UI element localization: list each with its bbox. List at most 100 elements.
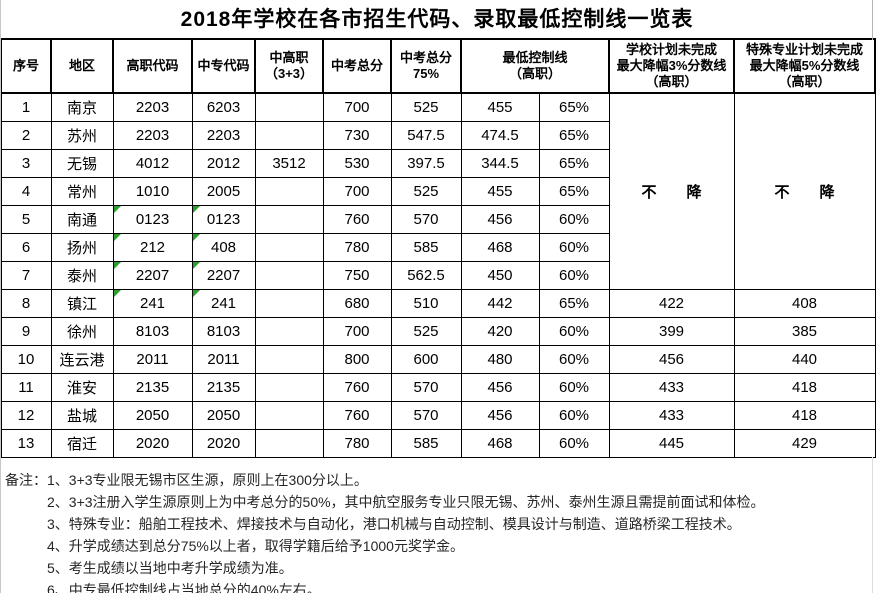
total-score-cell: 800 — [322, 345, 392, 374]
note-text: 1、3+3专业限无锡市区生源，原则上在300分以上。 — [47, 472, 368, 488]
table-row: 1 南京 2203 6203 700 525 455 65% 不 降不 降 — [0, 92, 876, 290]
cell-value: 2207 — [135, 267, 170, 284]
min-line-cell: 468 — [460, 429, 540, 458]
hi-code-cell: 4012 — [112, 149, 193, 178]
mid-hi-33-cell — [254, 429, 324, 458]
mid-hi-33-cell — [254, 401, 324, 430]
drop3-cell: 456 — [608, 345, 735, 374]
region-cell: 常州 — [50, 177, 114, 206]
min-pct-cell: 60% — [538, 317, 610, 346]
total-score-cell: 760 — [322, 205, 392, 234]
mid-code-cell: 8103 — [191, 317, 256, 346]
total-score-cell: 700 — [322, 92, 392, 122]
region-cell: 镇江 — [50, 289, 114, 318]
min-pct-cell: 60% — [538, 401, 610, 430]
drop3-cell: 399 — [608, 317, 735, 346]
region-cell: 泰州 — [50, 261, 114, 290]
note-line: 6、中专最低控制线占当地总分的40%左右。 — [5, 579, 879, 593]
min-line-cell: 480 — [460, 345, 540, 374]
table-row: 7 泰州 2207 2207 750 562.5 450 60% — [0, 261, 875, 290]
region-cell: 无锡 — [50, 149, 114, 178]
mid-hi-33-cell — [254, 205, 324, 234]
min-pct-cell: 60% — [538, 261, 610, 290]
min-pct-cell: 65% — [538, 177, 610, 206]
drop3-cell: 445 — [608, 429, 735, 458]
col-header-mid-code: 中专代码 — [191, 38, 256, 94]
total-score-cell: 530 — [322, 149, 392, 178]
seq-cell: 5 — [0, 205, 52, 234]
total-75-cell: 570 — [390, 373, 462, 402]
note-line: 2、3+3注册入学生源原则上为中考总分的50%，其中航空服务专业只限无锡、苏州、… — [5, 491, 879, 513]
seq-cell: 9 — [0, 317, 52, 346]
total-75-cell: 585 — [390, 429, 462, 458]
mid-code-cell: 2135 — [191, 373, 256, 402]
cell-value: 241 — [210, 295, 237, 312]
col-header-drop3: 学校计划未完成 最大降幅3%分数线 （高职） — [608, 38, 736, 94]
notes-section: 备注：1、3+3专业限无锡市区生源，原则上在300分以上。 2、3+3注册入学生源… — [0, 469, 879, 593]
col-header-total-75: 中考总分 75% — [390, 38, 462, 94]
min-pct-cell: 60% — [538, 429, 610, 458]
cell-value: 0123 — [135, 211, 170, 228]
table-row: 8 镇江 241 241 680 510 442 65% 422 408 — [0, 289, 876, 318]
note-text: 5、考生成绩以当地中考升学成绩为准。 — [47, 560, 293, 576]
region-cell: 连云港 — [50, 345, 114, 374]
region-cell: 宿迁 — [50, 429, 114, 458]
note-line: 备注：1、3+3专业限无锡市区生源，原则上在300分以上。 — [5, 469, 879, 491]
merged-drop3-cell: 不 降 — [608, 92, 735, 290]
header-row: 序号 地区 高职代码 中专代码 中高职 （3+3） 中考总分 中考总分 75% … — [0, 38, 877, 94]
col-header-mid-hi-33: 中高职 （3+3） — [254, 38, 324, 94]
total-75-cell: 600 — [390, 345, 462, 374]
drop5-cell: 429 — [733, 429, 876, 458]
total-75-cell: 525 — [390, 177, 462, 206]
cell-flag-icon — [192, 262, 200, 269]
total-score-cell: 700 — [322, 317, 392, 346]
mid-hi-33-cell — [254, 261, 324, 290]
mid-code-cell: 6203 — [191, 92, 256, 122]
min-pct-cell: 60% — [538, 233, 610, 262]
min-pct-cell: 65% — [538, 92, 610, 122]
min-line-cell: 456 — [460, 205, 540, 234]
mid-hi-33-cell — [254, 177, 324, 206]
min-line-cell: 474.5 — [460, 121, 540, 150]
table-row: 10 连云港 2011 2011 800 600 480 60% 456 440 — [0, 345, 876, 374]
note-line: 3、特殊专业：船舶工程技术、焊接技术与自动化，港口机械与自动控制、模具设计与制造… — [5, 513, 879, 535]
mid-code-cell: 408 — [191, 233, 256, 262]
region-cell: 南京 — [50, 92, 114, 122]
admissions-table: 序号 地区 高职代码 中专代码 中高职 （3+3） 中考总分 中考总分 75% … — [0, 38, 877, 458]
note-text: 6、中专最低控制线占当地总分的40%左右。 — [47, 582, 321, 593]
total-75-cell: 562.5 — [390, 261, 462, 290]
note-line: 5、考生成绩以当地中考升学成绩为准。 — [5, 557, 879, 579]
table-row: 12 盐城 2050 2050 760 570 456 60% 433 418 — [0, 401, 876, 430]
note-text: 3、特殊专业：船舶工程技术、焊接技术与自动化，港口机械与自动控制、模具设计与制造… — [47, 516, 741, 532]
seq-cell: 8 — [0, 289, 52, 318]
min-pct-cell: 60% — [538, 205, 610, 234]
hi-code-cell: 212 — [112, 233, 193, 262]
min-line-cell: 442 — [460, 289, 540, 318]
hi-code-cell: 1010 — [112, 177, 193, 206]
cell-flag-icon — [113, 290, 121, 297]
min-pct-cell: 60% — [538, 345, 610, 374]
drop5-cell: 385 — [733, 317, 876, 346]
mid-code-cell: 2050 — [191, 401, 256, 430]
cell-flag-icon — [192, 234, 200, 241]
total-75-cell: 547.5 — [390, 121, 462, 150]
total-75-cell: 525 — [390, 92, 462, 122]
mid-hi-33-cell — [254, 317, 324, 346]
seq-cell: 6 — [0, 233, 52, 262]
min-pct-cell: 60% — [538, 373, 610, 402]
col-header-min-line: 最低控制线 （高职） — [459, 38, 611, 94]
mid-hi-33-cell — [254, 92, 324, 122]
table-row: 2 苏州 2203 2203 730 547.5 474.5 65% — [0, 121, 875, 150]
col-header-drop5: 特殊专业计划未完成 最大降幅5%分数线 （高职） — [733, 38, 877, 94]
total-score-cell: 760 — [322, 401, 392, 430]
seq-cell: 13 — [0, 429, 52, 458]
mid-code-cell: 2020 — [191, 429, 256, 458]
total-score-cell: 780 — [322, 233, 392, 262]
hi-code-cell: 2203 — [112, 121, 193, 150]
total-75-cell: 570 — [390, 401, 462, 430]
col-header-region: 地区 — [50, 38, 114, 94]
mid-code-cell: 241 — [191, 289, 256, 318]
table-row: 3 无锡 4012 2012 3512 530 397.5 344.5 65% — [0, 149, 875, 178]
drop5-cell: 408 — [733, 289, 876, 318]
